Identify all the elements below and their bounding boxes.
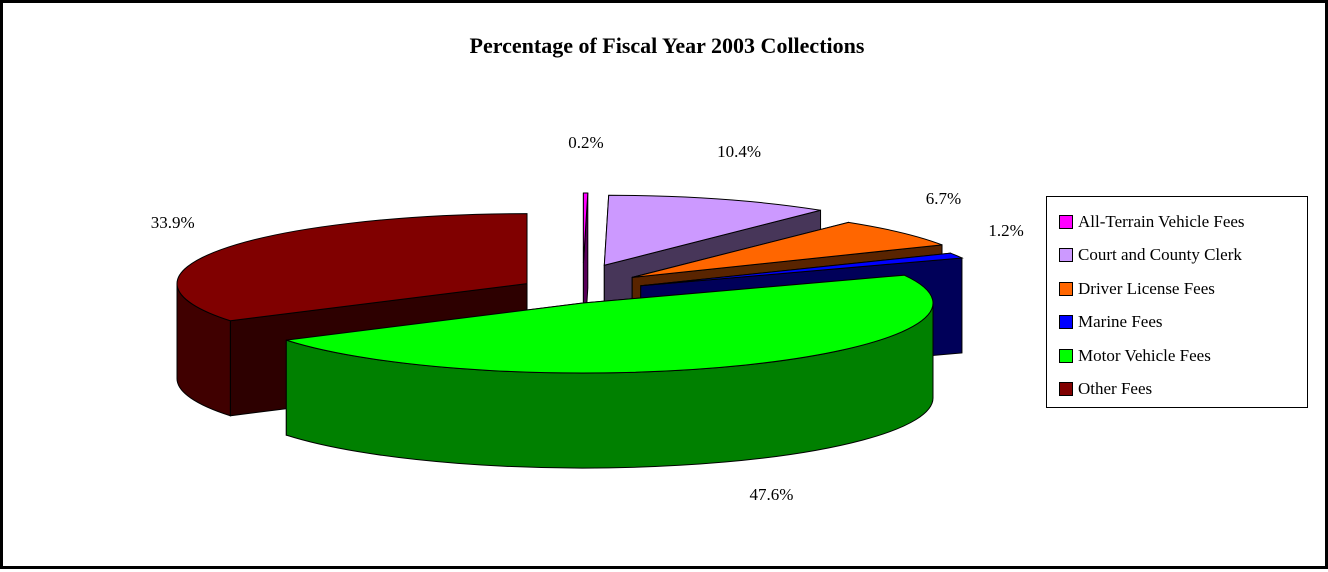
- pie-slice-top: [582, 192, 589, 264]
- pie-slice-top: [176, 213, 528, 322]
- pie-chart: 0.2% 10.4% 6.7% 1.2% 47.6% 33.9%: [151, 133, 1024, 504]
- legend-swatch: [1059, 348, 1073, 363]
- legend-label: Marine Fees: [1078, 312, 1163, 332]
- legend-label: All-Terrain Vehicle Fees: [1078, 211, 1245, 231]
- legend-item: Marine Fees: [1059, 306, 1307, 340]
- legend-label: Driver License Fees: [1078, 278, 1215, 298]
- legend-item: Motor Vehicle Fees: [1059, 339, 1307, 373]
- legend: All-Terrain Vehicle Fees Court and Count…: [1046, 196, 1308, 408]
- legend-swatch: [1059, 281, 1073, 296]
- data-label: 47.6%: [749, 485, 793, 504]
- legend-label: Other Fees: [1078, 379, 1153, 399]
- pie-slice-top: [640, 252, 964, 287]
- pie-slice-top: [286, 274, 934, 374]
- pie-slice-top: [632, 221, 943, 278]
- data-label: 1.2%: [988, 221, 1023, 240]
- legend-item: Other Fees: [1059, 373, 1307, 407]
- data-label: 10.4%: [717, 142, 761, 161]
- legend-item: Driver License Fees: [1059, 272, 1307, 306]
- data-label: 0.2%: [568, 133, 603, 152]
- chart-title: Percentage of Fiscal Year 2003 Collectio…: [469, 33, 865, 58]
- legend-label: Court and County Clerk: [1078, 245, 1242, 265]
- data-label: 33.9%: [151, 213, 195, 232]
- legend-item: Court and County Clerk: [1059, 239, 1307, 273]
- legend-swatch: [1059, 382, 1073, 397]
- legend-swatch: [1059, 315, 1073, 330]
- legend-swatch: [1059, 248, 1073, 263]
- pie-slice-top: [603, 194, 821, 266]
- data-label: 6.7%: [926, 189, 961, 208]
- legend-label: Motor Vehicle Fees: [1078, 345, 1211, 365]
- pie-slice: [285, 274, 934, 469]
- legend-item: All-Terrain Vehicle Fees: [1059, 205, 1307, 239]
- legend-swatch: [1059, 214, 1073, 229]
